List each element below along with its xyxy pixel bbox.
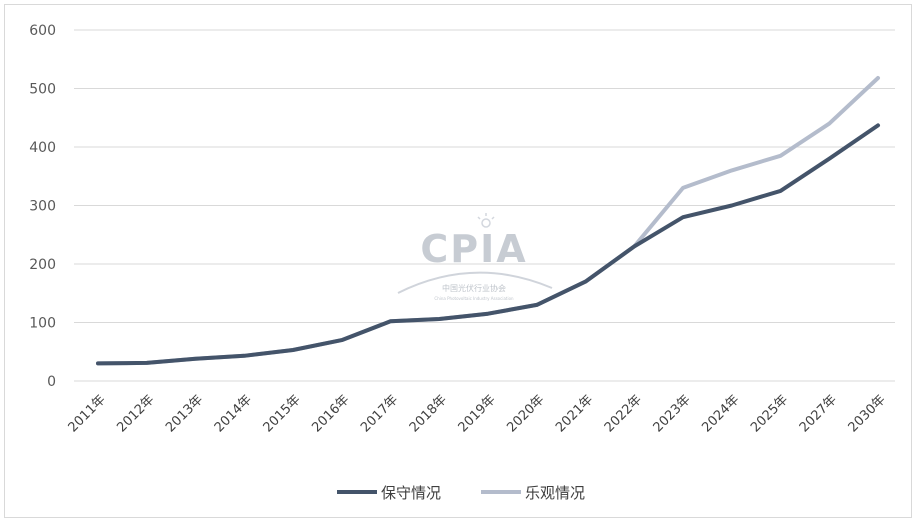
x-tick-label: 2019年 (456, 392, 499, 435)
x-tick-label: 2016年 (309, 392, 352, 435)
y-tick-label: 100 (29, 316, 56, 332)
series-line-0 (96, 123, 880, 366)
watermark-cn-text: 中国光伏行业协会 (442, 283, 506, 293)
x-tick-label: 2025年 (748, 392, 791, 435)
x-tick-label: 2022年 (602, 392, 645, 435)
y-tick-label: 600 (29, 23, 56, 39)
x-tick-label: 2020年 (504, 392, 547, 435)
x-tick-label: 2012年 (114, 392, 157, 435)
y-tick-label: 400 (29, 140, 56, 156)
watermark-en-text: China Photovoltaic Industry Association (434, 296, 514, 301)
x-tick-label: 2027年 (797, 392, 840, 435)
legend-label: 乐观情况 (525, 484, 585, 502)
x-tick-label: 2015年 (261, 392, 304, 435)
watermark-arc (397, 271, 553, 294)
legend: 保守情况 乐观情况 (337, 484, 585, 502)
legend-label: 保守情况 (381, 484, 441, 502)
x-tick-label: 2014年 (212, 392, 255, 435)
y-tick-label: 300 (29, 199, 56, 215)
sun-icon (477, 213, 495, 228)
series-lines (96, 76, 880, 366)
x-tick-label: 2023年 (651, 392, 694, 435)
gridlines (74, 29, 895, 382)
x-tick-label: 2024年 (699, 392, 742, 435)
watermark-logo-text: CPIA (420, 227, 527, 271)
x-tick-label: 2021年 (553, 392, 596, 435)
x-tick-label: 2030年 (846, 392, 889, 435)
x-tick-label: 2017年 (358, 392, 401, 435)
y-tick-label: 500 (29, 82, 56, 98)
y-axis-tick-labels: 0 100 200 300 400 500 600 (29, 23, 56, 390)
y-tick-label: 200 (29, 257, 56, 273)
x-axis-tick-labels: 2011年 2012年 2013年 2014年 2015年 2016年 2017年 2018年… (66, 392, 889, 435)
chart-frame (4, 4, 912, 518)
x-tick-label: 2013年 (163, 392, 206, 435)
series-line-1 (96, 76, 880, 366)
x-tick-label: 2018年 (407, 392, 450, 435)
x-tick-label: 2011年 (66, 392, 109, 435)
cpia-watermark: CPIA 中国光伏行业协会 China Photovoltaic Industr… (397, 213, 553, 301)
y-tick-label: 0 (47, 374, 56, 390)
